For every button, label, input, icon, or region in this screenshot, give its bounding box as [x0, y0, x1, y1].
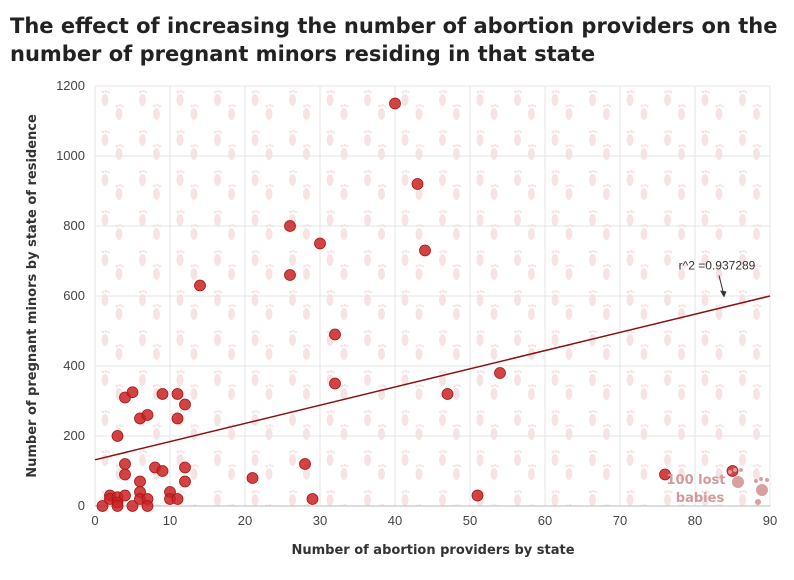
x-tick-label: 80 [688, 513, 702, 528]
x-tick-label: 0 [91, 513, 98, 528]
y-axis-label: Number of pregnant minors by state of re… [25, 114, 40, 478]
scatter-point [96, 500, 109, 512]
annotation-arrowhead [720, 290, 727, 298]
watermark-line2: babies [676, 491, 725, 506]
y-tick-label: 1200 [56, 78, 85, 93]
scatter-point [299, 458, 311, 470]
x-axis-label: Number of abortion providers by state [291, 543, 574, 558]
scatter-point [179, 398, 191, 411]
scatter-point [119, 458, 131, 470]
y-tick-label: 0 [78, 498, 85, 513]
scatter-point [171, 493, 184, 505]
scatter-point [329, 328, 341, 341]
scatter-point [171, 412, 184, 425]
scatter-point [494, 367, 506, 379]
scatter-point [179, 475, 191, 488]
scatter-point [314, 237, 326, 250]
y-tick-label: 1000 [56, 148, 85, 163]
annotations: r^2 =0.937289 [679, 259, 756, 298]
scatter-point [126, 386, 139, 399]
scatter-point [441, 388, 454, 400]
x-tick-label: 40 [388, 513, 402, 528]
x-tick-label: 60 [538, 513, 552, 528]
scatter-point [179, 461, 191, 474]
scatter-point [246, 472, 259, 484]
x-tick-label: 20 [238, 513, 252, 528]
scatter-point [156, 388, 169, 400]
footprint-icon [728, 468, 769, 505]
x-tick-label: 70 [613, 513, 627, 528]
y-tick-label: 200 [63, 428, 85, 443]
watermark-line1: 100 lost [666, 473, 725, 488]
x-tick-label: 50 [463, 513, 477, 528]
x-tick-label: 10 [163, 513, 177, 528]
scatter-point [126, 500, 139, 512]
x-tick-label: 90 [763, 513, 777, 528]
scatter-point [194, 279, 206, 292]
scatter-point [389, 97, 401, 110]
scatter-point [111, 500, 124, 512]
scatter-point [284, 220, 296, 232]
scatter-point [141, 409, 154, 421]
y-tick-label: 400 [63, 358, 85, 373]
scatter-point [119, 468, 131, 481]
watermark-logo: 100 lost babies [666, 468, 769, 506]
trendline-group [94, 295, 771, 461]
data-points [96, 97, 739, 512]
scatter-point [111, 430, 124, 442]
scatter-point [306, 493, 319, 505]
y-tick-label: 600 [63, 288, 85, 303]
scatter-point [141, 500, 154, 512]
r-squared-annotation: r^2 =0.937289 [679, 259, 756, 273]
scatter-point [419, 244, 431, 257]
scatter-point [119, 489, 131, 502]
trendline [94, 295, 771, 461]
y-tick-label: 800 [63, 218, 85, 233]
scatter-point [659, 468, 671, 481]
scatter-point [171, 388, 184, 400]
chart-title: The effect of increasing the number of a… [10, 14, 778, 66]
scatter-point [329, 377, 341, 390]
axes: 0 10 20 30 40 50 60 70 80 90 0 200 400 600 800 1000 1200… [25, 78, 777, 558]
scatter-point [156, 465, 169, 477]
scatter-point [471, 489, 484, 502]
scatter-point [134, 475, 146, 488]
scatter-point [284, 269, 296, 281]
x-tick-label: 30 [313, 513, 327, 528]
scatter-point [411, 178, 424, 190]
